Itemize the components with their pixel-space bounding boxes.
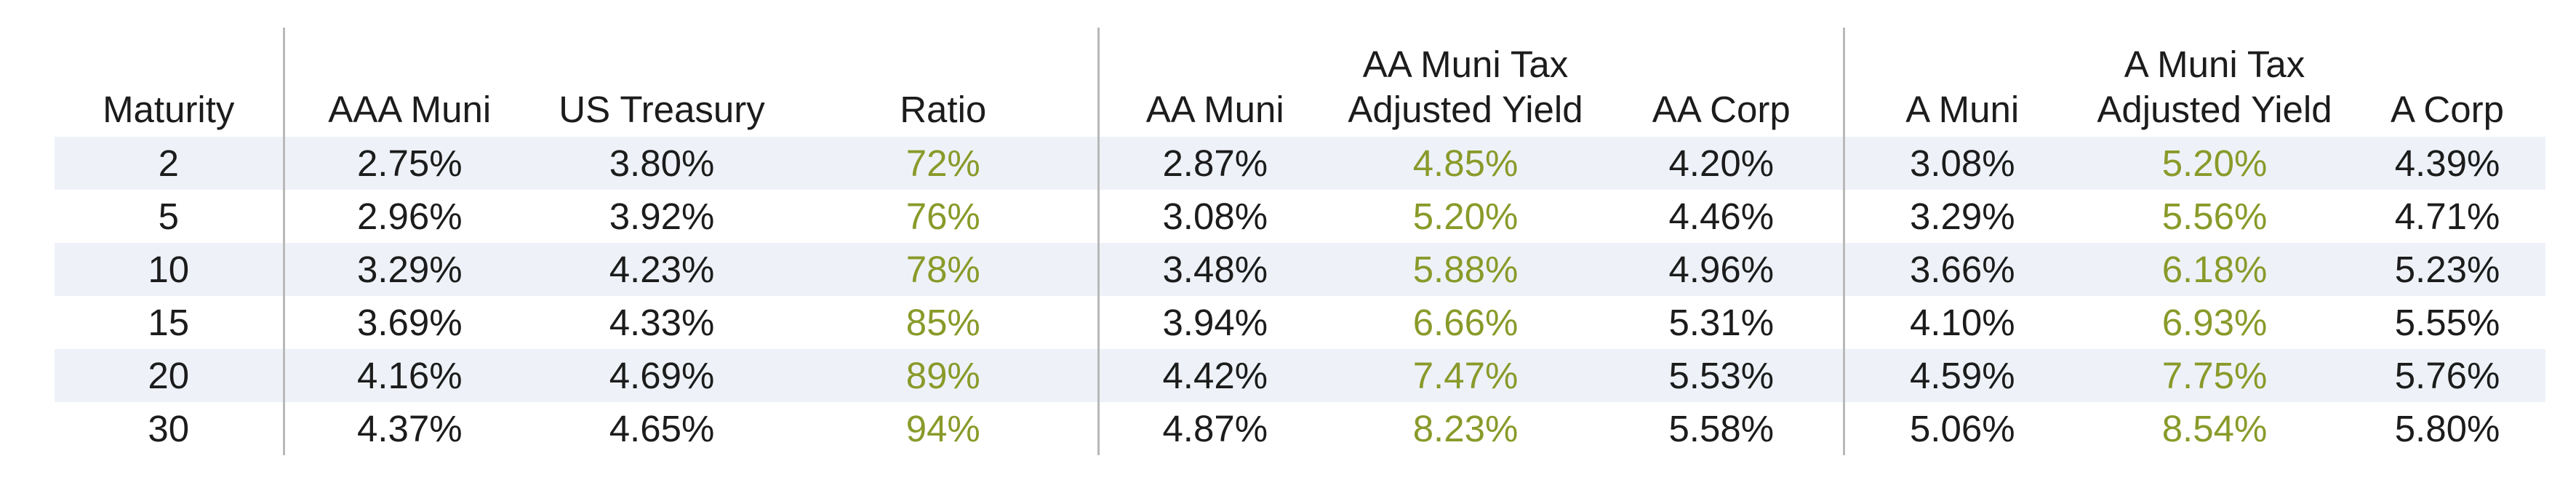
table-row: 30 4.37% 4.65% 94% 4.87% 8.23% 5.58% 5.0…: [55, 402, 2545, 455]
header-a-corp-line-1: A Corp: [2391, 89, 2504, 130]
cell-a-corp: 5.76%: [2349, 349, 2545, 402]
header-maturity-line-1: Maturity: [103, 89, 235, 130]
header-a-tax-line-1: A Muni Tax: [2124, 44, 2305, 85]
cell-a-muni: 3.08%: [1842, 137, 2080, 190]
header-ratio: Ratio: [789, 28, 1098, 137]
cell-a-corp: 5.80%: [2349, 402, 2545, 455]
cell-aa-corp: 4.46%: [1600, 190, 1844, 243]
table-header: Maturity AAA Muni US Treasury Ratio AA M…: [55, 28, 2545, 137]
cell-a-tax-adjusted: 5.56%: [2080, 190, 2349, 243]
header-maturity: Maturity: [55, 28, 284, 137]
cell-aa-muni: 4.87%: [1097, 402, 1331, 455]
cell-maturity: 15: [55, 296, 284, 349]
cell-a-tax-adjusted: 5.20%: [2080, 137, 2349, 190]
cell-ratio: 72%: [789, 137, 1098, 190]
cell-maturity: 30: [55, 402, 284, 455]
cell-aaa-muni: 3.29%: [282, 243, 535, 296]
header-aa-muni: AA Muni: [1097, 28, 1331, 137]
header-aa-tax-line-1: AA Muni Tax: [1362, 44, 1569, 85]
cell-aa-tax-adjusted: 8.23%: [1331, 402, 1600, 455]
cell-aa-muni: 3.94%: [1097, 296, 1331, 349]
table-row: 15 3.69% 4.33% 85% 3.94% 6.66% 5.31% 4.1…: [55, 296, 2545, 349]
cell-ratio: 78%: [789, 243, 1098, 296]
cell-aaa-muni: 2.96%: [282, 190, 535, 243]
cell-aa-tax-adjusted: 6.66%: [1331, 296, 1600, 349]
cell-ratio: 89%: [789, 349, 1098, 402]
cell-a-tax-adjusted: 6.93%: [2080, 296, 2349, 349]
table-row: 20 4.16% 4.69% 89% 4.42% 7.47% 5.53% 4.5…: [55, 349, 2545, 402]
cell-maturity: 2: [55, 137, 284, 190]
cell-a-muni: 5.06%: [1842, 402, 2080, 455]
cell-us-treasury: 4.23%: [535, 243, 789, 296]
header-aa-muni-tax-adjusted-yield: AA Muni Tax Adjusted Yield: [1331, 28, 1600, 137]
header-us-treasury: US Treasury: [535, 28, 789, 137]
cell-aa-corp: 4.96%: [1600, 243, 1844, 296]
cell-aaa-muni: 4.16%: [282, 349, 535, 402]
cell-aa-muni: 4.42%: [1097, 349, 1331, 402]
header-row: Maturity AAA Muni US Treasury Ratio AA M…: [55, 28, 2545, 137]
cell-a-corp: 5.23%: [2349, 243, 2545, 296]
cell-aa-tax-adjusted: 7.47%: [1331, 349, 1600, 402]
cell-aa-muni: 2.87%: [1097, 137, 1331, 190]
cell-a-muni: 3.29%: [1842, 190, 2080, 243]
table-body: 2 2.75% 3.80% 72% 2.87% 4.85% 4.20% 3.08…: [55, 137, 2545, 455]
header-a-muni-line-1: A Muni: [1905, 89, 2020, 130]
cell-aa-muni: 3.08%: [1097, 190, 1331, 243]
cell-a-corp: 4.39%: [2349, 137, 2545, 190]
cell-aa-tax-adjusted: 5.88%: [1331, 243, 1600, 296]
header-aa-muni-line-1: AA Muni: [1145, 89, 1284, 130]
cell-us-treasury: 4.33%: [535, 296, 789, 349]
table-row: 2 2.75% 3.80% 72% 2.87% 4.85% 4.20% 3.08…: [55, 137, 2545, 190]
cell-aa-corp: 4.20%: [1600, 137, 1844, 190]
cell-maturity: 5: [55, 190, 284, 243]
cell-a-corp: 4.71%: [2349, 190, 2545, 243]
cell-aa-corp: 5.31%: [1600, 296, 1844, 349]
cell-a-tax-adjusted: 6.18%: [2080, 243, 2349, 296]
cell-ratio: 85%: [789, 296, 1098, 349]
cell-us-treasury: 3.92%: [535, 190, 789, 243]
cell-ratio: 94%: [789, 402, 1098, 455]
header-aaa-muni: AAA Muni: [282, 28, 535, 137]
cell-aaa-muni: 2.75%: [282, 137, 535, 190]
header-aa-tax-line-2: Adjusted Yield: [1348, 89, 1583, 130]
cell-aaa-muni: 3.69%: [282, 296, 535, 349]
cell-aa-tax-adjusted: 4.85%: [1331, 137, 1600, 190]
cell-a-muni: 3.66%: [1842, 243, 2080, 296]
table-row: 5 2.96% 3.92% 76% 3.08% 5.20% 4.46% 3.29…: [55, 190, 2545, 243]
cell-aa-corp: 5.53%: [1600, 349, 1844, 402]
yield-comparison-table: Maturity AAA Muni US Treasury Ratio AA M…: [55, 28, 2547, 455]
header-a-muni-tax-adjusted-yield: A Muni Tax Adjusted Yield: [2080, 28, 2349, 137]
cell-aa-tax-adjusted: 5.20%: [1331, 190, 1600, 243]
cell-ratio: 76%: [789, 190, 1098, 243]
header-aaa-muni-line-1: AAA Muni: [328, 89, 492, 130]
cell-a-muni: 4.10%: [1842, 296, 2080, 349]
header-aa-corp-line-1: AA Corp: [1652, 89, 1791, 130]
header-a-tax-line-2: Adjusted Yield: [2097, 89, 2332, 130]
header-a-corp: A Corp: [2349, 28, 2545, 137]
cell-us-treasury: 4.65%: [535, 402, 789, 455]
cell-a-muni: 4.59%: [1842, 349, 2080, 402]
cell-a-tax-adjusted: 7.75%: [2080, 349, 2349, 402]
cell-us-treasury: 3.80%: [535, 137, 789, 190]
cell-us-treasury: 4.69%: [535, 349, 789, 402]
cell-maturity: 10: [55, 243, 284, 296]
header-aa-corp: AA Corp: [1600, 28, 1844, 137]
table-row: 10 3.29% 4.23% 78% 3.48% 5.88% 4.96% 3.6…: [55, 243, 2545, 296]
cell-aa-muni: 3.48%: [1097, 243, 1331, 296]
header-a-muni: A Muni: [1842, 28, 2080, 137]
header-ratio-line-1: Ratio: [900, 89, 987, 130]
cell-a-tax-adjusted: 8.54%: [2080, 402, 2349, 455]
cell-aa-corp: 5.58%: [1600, 402, 1844, 455]
cell-a-corp: 5.55%: [2349, 296, 2545, 349]
cell-maturity: 20: [55, 349, 284, 402]
cell-aaa-muni: 4.37%: [282, 402, 535, 455]
header-us-treasury-line-1: US Treasury: [559, 89, 765, 130]
